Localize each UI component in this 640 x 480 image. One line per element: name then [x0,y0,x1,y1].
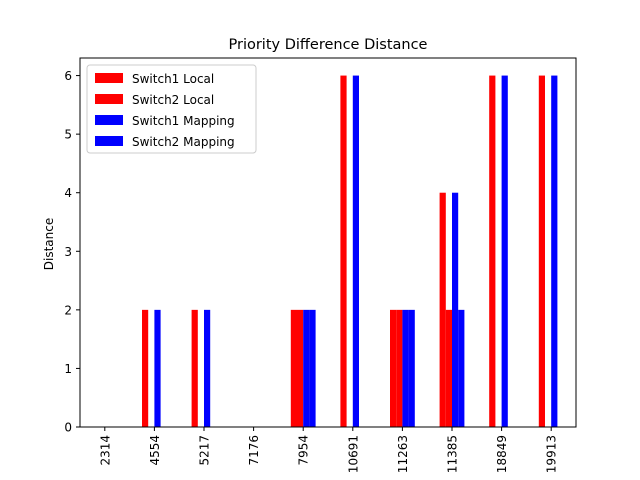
legend-box [86,64,257,154]
bar-series1-11263 [390,309,397,427]
bar-series1-5217 [191,309,198,427]
bar-series1-4554 [142,309,149,427]
x-tick-label-4554: 4554 [148,435,162,466]
plot-frame [79,57,577,428]
x-tick-label-2314: 2314 [98,435,112,466]
bar-series2-7954 [297,309,304,427]
y-tick-label-6: 6 [64,69,72,83]
bars-group [142,75,558,427]
chart-title: Priority Difference Distance [229,37,428,53]
bar-series3-11263 [402,309,409,427]
y-axis: 0 1 2 3 4 5 6 [64,69,80,435]
legend-swatch-3 [95,115,123,125]
bar-series3-5217 [204,309,211,427]
x-tick-label-7954: 7954 [297,435,311,466]
bar-series3-10691 [352,75,359,427]
legend: Switch1 Local Switch2 Local Switch1 Mappin… [86,64,257,154]
bar-series2-11385 [445,309,452,427]
legend-label-1: Switch1 Local [132,72,214,86]
y-tick-label-3: 3 [64,245,72,259]
x-tick-label-11385: 11385 [446,435,460,473]
bar-series1-10691 [340,75,347,427]
bar-series4-11263 [408,309,415,427]
bar-series4-11385 [458,309,465,427]
y-tick-label-5: 5 [64,128,72,142]
x-axis: 2314 4554 5217 7176 7954 10691 11263 11385 18849… [98,427,559,473]
legend-label-4: Switch2 Mapping [132,135,235,149]
bar-series3-19913 [551,75,558,427]
legend-swatch-2 [95,94,123,104]
bar-series3-7954 [303,309,310,427]
y-tick-label-2: 2 [64,303,72,317]
legend-swatch-4 [95,136,123,146]
x-tick-label-10691: 10691 [346,435,360,473]
legend-label-2: Switch2 Local [132,93,214,107]
bar-series3-4554 [154,309,161,427]
y-tick-label-4: 4 [64,186,72,200]
bar-series1-11385 [439,192,446,427]
y-tick-label-0: 0 [64,421,72,435]
x-tick-label-5217: 5217 [198,435,212,466]
x-tick-label-11263: 11263 [396,435,410,473]
bar-series1-7954 [290,309,297,427]
bar-series2-11263 [396,309,403,427]
y-axis-label: Distance [42,218,56,270]
x-tick-label-18849: 18849 [495,435,509,473]
bar-series3-18849 [501,75,508,427]
bar-series1-18849 [489,75,496,427]
y-tick-label-1: 1 [64,362,72,376]
x-tick-label-19913: 19913 [545,435,559,473]
x-tick-label-7176: 7176 [247,435,261,466]
legend-swatch-1 [95,73,123,83]
bar-series3-11385 [452,192,459,427]
legend-label-3: Switch1 Mapping [132,114,235,128]
bar-series1-19913 [538,75,545,427]
bar-series4-7954 [309,309,316,427]
